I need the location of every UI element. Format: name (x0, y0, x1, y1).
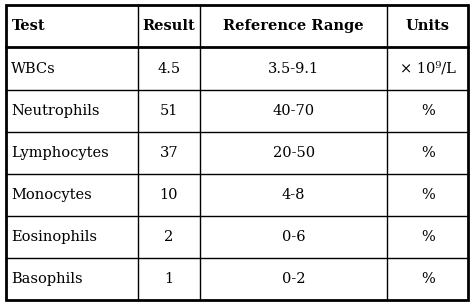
Text: 51: 51 (160, 104, 178, 118)
Text: Lymphocytes: Lymphocytes (11, 146, 109, 160)
Text: 37: 37 (159, 146, 178, 160)
Text: Basophils: Basophils (11, 272, 83, 286)
Text: %: % (421, 188, 435, 202)
Text: %: % (421, 230, 435, 244)
Text: Reference Range: Reference Range (223, 19, 364, 33)
Text: 4-8: 4-8 (282, 188, 305, 202)
Text: WBCs: WBCs (11, 62, 56, 76)
Text: Neutrophils: Neutrophils (11, 104, 100, 118)
Text: 4.5: 4.5 (157, 62, 180, 76)
Text: 2: 2 (164, 230, 173, 244)
Text: 0-2: 0-2 (282, 272, 305, 286)
Text: Result: Result (142, 19, 195, 33)
Text: Units: Units (406, 19, 450, 33)
Text: 3.5-9.1: 3.5-9.1 (268, 62, 319, 76)
Text: Test: Test (11, 19, 45, 33)
Text: %: % (421, 146, 435, 160)
Text: 10: 10 (160, 188, 178, 202)
Text: Monocytes: Monocytes (11, 188, 92, 202)
Text: Eosinophils: Eosinophils (11, 230, 97, 244)
Text: 20-50: 20-50 (273, 146, 315, 160)
Text: %: % (421, 104, 435, 118)
Text: 40-70: 40-70 (273, 104, 315, 118)
Text: 1: 1 (164, 272, 173, 286)
Text: 0-6: 0-6 (282, 230, 305, 244)
Text: × 10⁹/L: × 10⁹/L (400, 62, 456, 76)
Text: %: % (421, 272, 435, 286)
